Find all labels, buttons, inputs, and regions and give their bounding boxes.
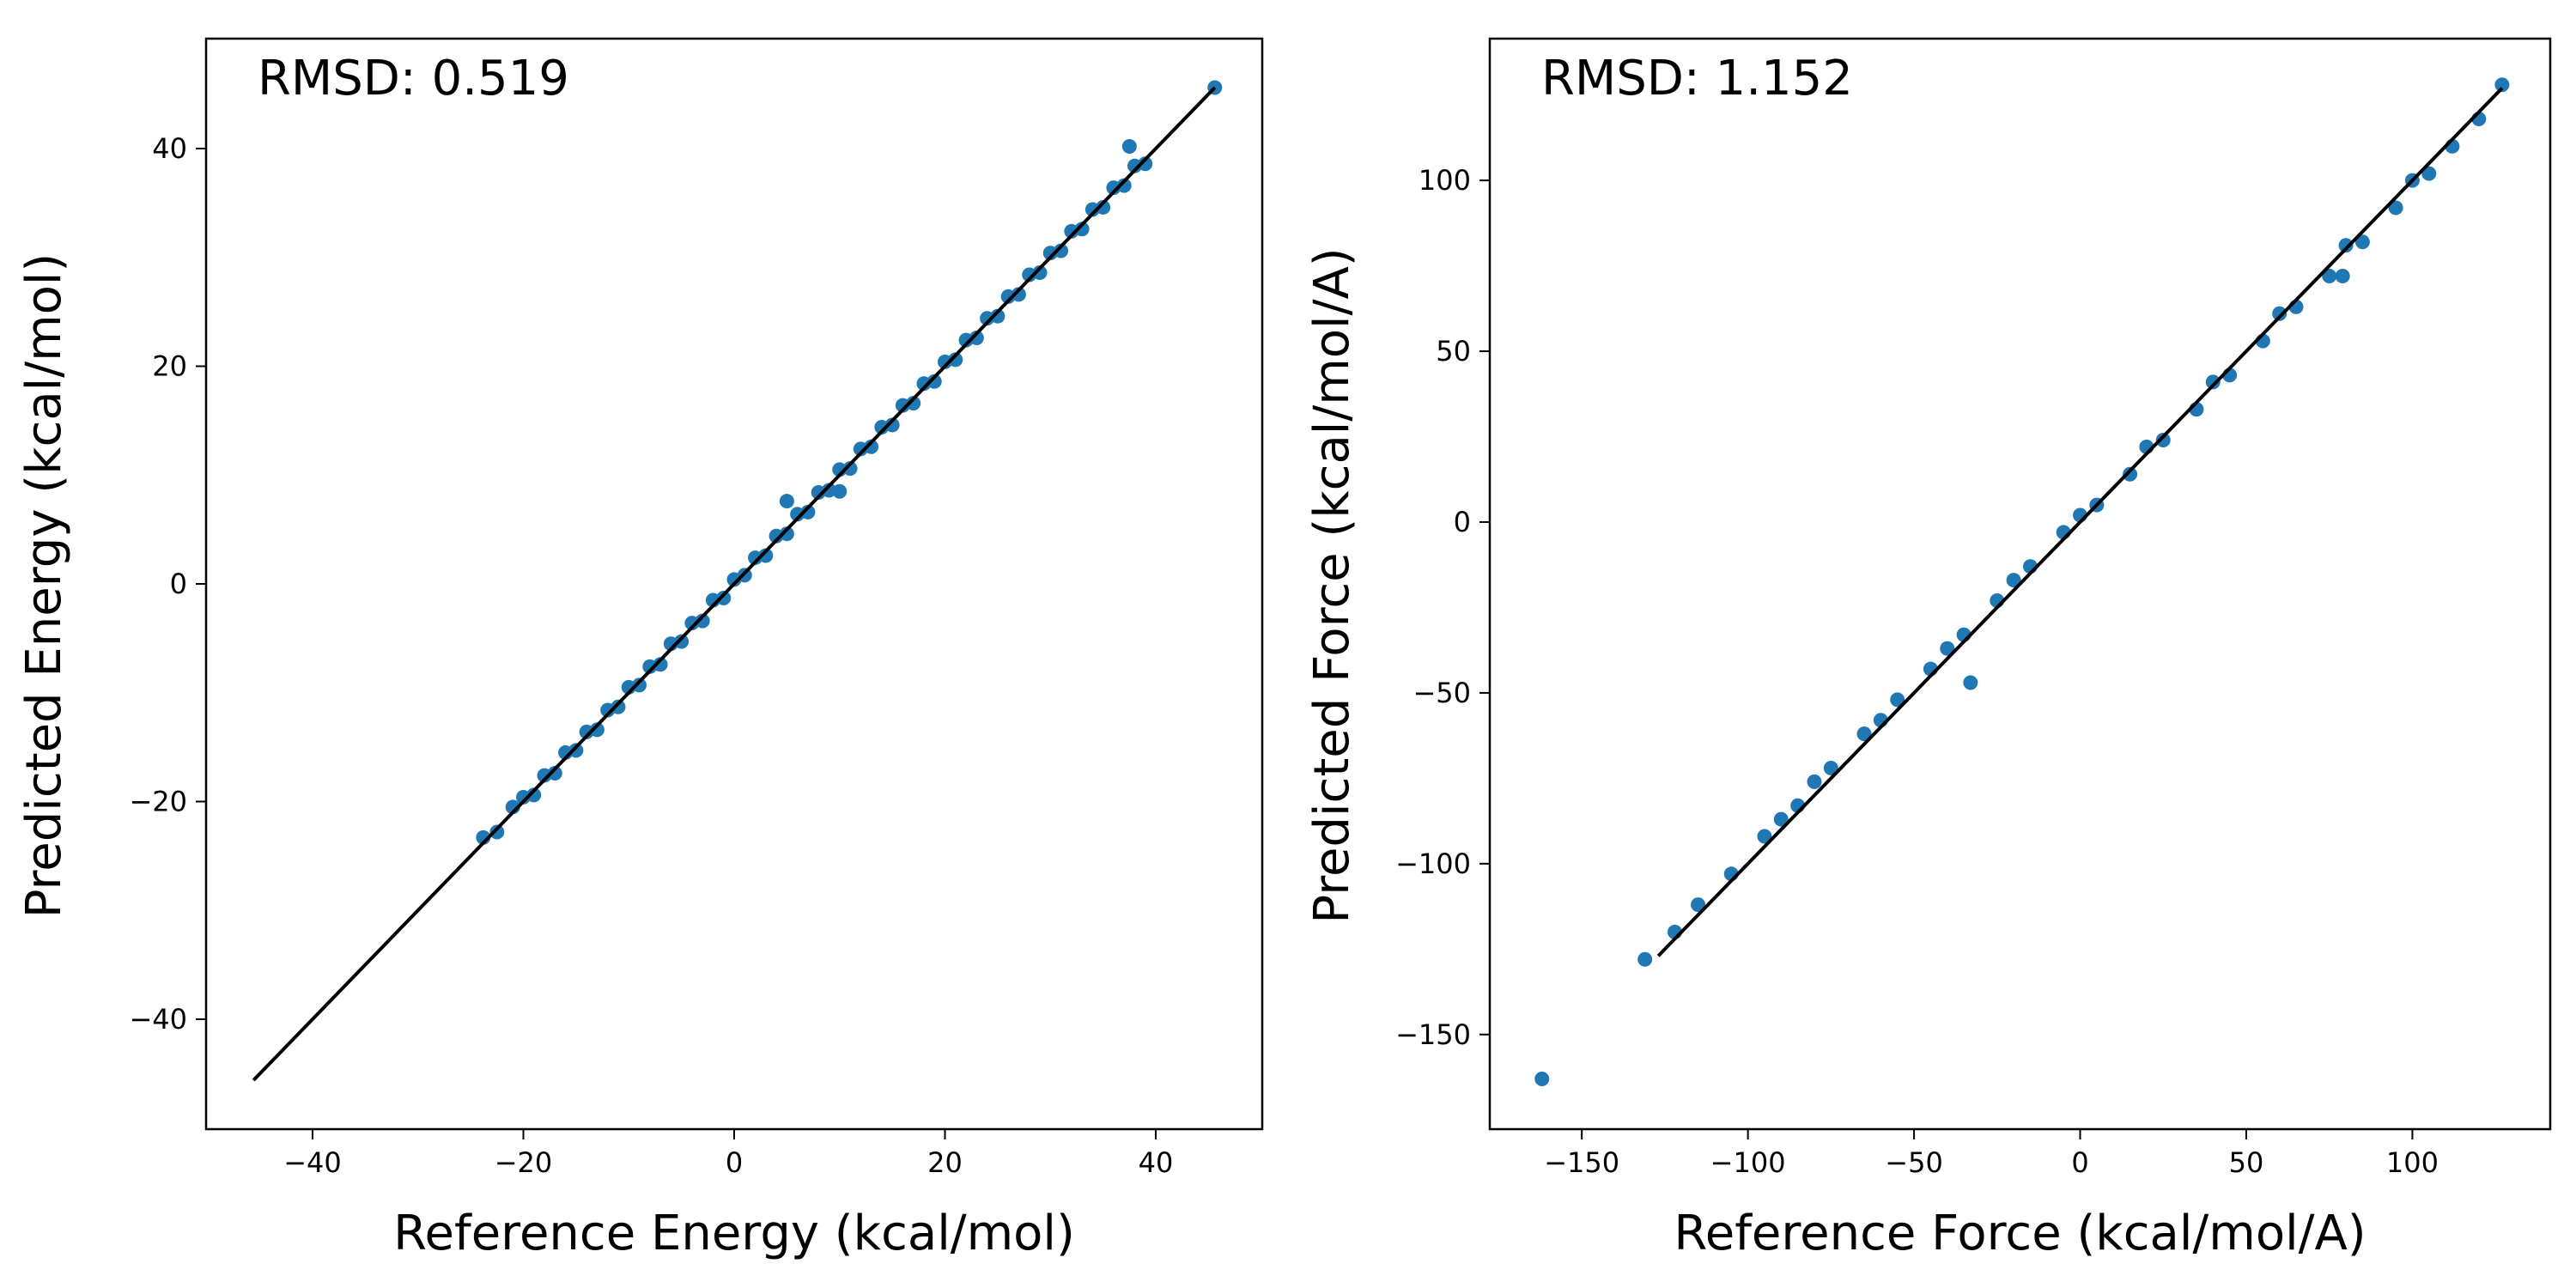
force-data-point: [2322, 269, 2337, 284]
energy-scatter-points: [476, 80, 1223, 845]
force-y-tick-label: −50: [1413, 677, 1471, 709]
force-reference-line: [1656, 87, 2504, 957]
force-x-tick-label: 100: [2386, 1146, 2439, 1179]
energy-x-tick-label: 40: [1139, 1146, 1174, 1179]
energy-data-point: [927, 374, 942, 389]
energy-data-point: [589, 722, 605, 738]
energy-x-tick-label: 0: [726, 1146, 743, 1179]
force-data-point: [1534, 1072, 1550, 1087]
force-data-point: [2338, 238, 2354, 253]
force-data-point: [1691, 897, 1706, 913]
energy-data-point: [1074, 222, 1090, 237]
force-y-tick-label: 0: [1454, 506, 1471, 538]
energy-data-point: [884, 417, 900, 433]
energy-y-tick-label: 0: [170, 568, 187, 600]
energy-reference-line: [252, 86, 1217, 1082]
energy-x-tick-label: 20: [927, 1146, 963, 1179]
force-x-tick-label: 0: [2071, 1146, 2088, 1179]
force-x-tick-label: 50: [2229, 1146, 2264, 1179]
energy-data-point: [948, 352, 963, 368]
force-data-point: [1823, 760, 1838, 775]
force-scatter-points: [1534, 77, 2510, 1087]
energy-data-point: [1032, 265, 1048, 281]
energy-data-point: [821, 483, 836, 498]
energy-data-point: [779, 526, 794, 542]
energy-data-point: [779, 494, 794, 509]
energy-data-point: [674, 634, 690, 649]
energy-x-axis-label: Reference Energy (kcal/mol): [393, 1206, 1075, 1261]
energy-rmsd-annotation: RMSD: 0.519: [258, 51, 569, 106]
force-data-point: [2388, 200, 2403, 216]
force-data-point: [1940, 641, 1955, 656]
energy-data-point: [1096, 199, 1111, 215]
force-parity-panel: −150 −100 −50 0 50 100 −150 −100 −50 0 50 100 RMSD: …: [1304, 37, 2552, 1261]
energy-data-point: [526, 787, 542, 803]
force-y-axis-label: Predicted Force (kcal/mol/A): [1304, 247, 1360, 923]
energy-data-point: [906, 396, 921, 411]
force-data-point: [1856, 726, 1872, 742]
energy-data-point: [969, 331, 984, 346]
force-data-point: [1963, 675, 1978, 690]
energy-data-point: [716, 590, 732, 605]
force-data-point: [2354, 234, 2370, 250]
energy-data-point: [611, 699, 626, 714]
energy-data-point: [547, 766, 562, 781]
energy-data-point: [1121, 138, 1137, 154]
energy-data-point: [1116, 178, 1132, 193]
energy-data-point: [832, 483, 848, 499]
energy-data-point: [632, 677, 647, 693]
force-y-tick-label: −150: [1395, 1018, 1471, 1051]
energy-x-tick-label: −20: [495, 1146, 553, 1179]
force-x-tick-label: −100: [1710, 1146, 1786, 1179]
energy-data-point: [800, 504, 816, 519]
energy-data-point: [1054, 243, 1069, 258]
force-data-point: [2421, 166, 2437, 181]
energy-data-point: [758, 548, 774, 563]
energy-data-point: [842, 461, 858, 477]
force-data-point: [2494, 77, 2510, 93]
force-y-tick-label: 50: [1436, 335, 1471, 368]
force-data-point: [2335, 269, 2350, 284]
energy-y-axis-label: Predicted Energy (kcal/mol): [16, 253, 72, 919]
force-data-point: [2123, 466, 2138, 482]
energy-data-point: [568, 743, 584, 758]
force-data-point: [2205, 374, 2221, 390]
energy-data-point: [489, 824, 505, 840]
force-data-point: [2272, 306, 2287, 321]
force-data-point: [1757, 829, 1772, 844]
force-data-point: [2006, 573, 2021, 588]
energy-y-tick-label: 40: [152, 132, 187, 165]
force-x-tick-label: −150: [1544, 1146, 1619, 1179]
energy-x-tick-label: −40: [283, 1146, 342, 1179]
energy-data-point: [695, 613, 710, 629]
force-y-tick-label: −100: [1395, 848, 1471, 880]
force-data-point: [2155, 432, 2171, 447]
energy-data-point: [1138, 156, 1153, 172]
force-data-point: [1807, 774, 1822, 789]
energy-data-point: [864, 439, 879, 454]
energy-y-tick-label: −20: [129, 785, 187, 817]
energy-parity-panel: −40 −20 0 20 40 −40 −20 0 20 40 RMSD: 0.519 Referen…: [16, 37, 1264, 1261]
force-x-axis-label: Reference Force (kcal/mol/A): [1674, 1206, 2366, 1261]
energy-y-tick-label: 20: [152, 350, 187, 383]
energy-data-point: [653, 657, 668, 672]
force-rmsd-annotation: RMSD: 1.152: [1541, 51, 1853, 106]
force-data-point: [1890, 692, 1905, 708]
force-data-point: [1637, 951, 1653, 967]
force-data-point: [1773, 811, 1789, 827]
energy-data-point: [1011, 287, 1026, 302]
force-axes-frame: [1488, 37, 2552, 1131]
force-x-tick-label: −50: [1885, 1146, 1943, 1179]
energy-y-tick-label: −40: [129, 1003, 187, 1036]
energy-data-point: [990, 308, 1005, 324]
force-y-tick-label: 100: [1419, 164, 1471, 197]
